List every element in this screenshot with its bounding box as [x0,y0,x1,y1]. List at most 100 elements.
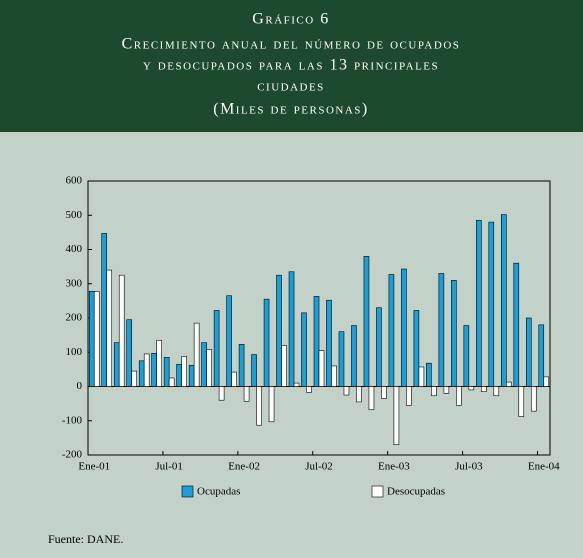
y-tick-label: 500 [66,209,83,221]
header [0,0,583,132]
bar [188,364,195,387]
bar [481,386,487,392]
bar [488,221,495,387]
x-tick-label: Jul-02 [305,461,333,473]
bar [438,273,445,387]
legend-label: Desocupadas [387,486,445,498]
bar [338,331,345,387]
bar [213,310,220,387]
bar [388,274,395,387]
bar [193,322,200,387]
bar [530,386,537,412]
bar [426,362,432,387]
y-tick-label: 100 [66,346,83,358]
y-tick-label: 300 [66,277,83,289]
bar [276,274,282,387]
bar [176,363,182,387]
bar [318,350,325,387]
title: ciudades [257,78,325,95]
bar [218,386,225,401]
bar [113,342,120,387]
bar [456,386,462,406]
bar [238,344,245,387]
bar [413,310,420,387]
bar [393,386,400,446]
y-tick-label: 0 [77,380,83,392]
bar [368,386,375,411]
bar [101,233,108,387]
bar [243,386,250,402]
bar [163,357,170,387]
bar [301,312,307,387]
bar [206,349,212,387]
y-tick-label: -100 [62,414,83,426]
bar [251,354,257,387]
bar [181,356,187,387]
bar [281,345,287,387]
bar [326,299,332,387]
bar [543,376,550,387]
bar [143,353,150,387]
x-tick-label: Ene-03 [378,461,410,473]
bar [468,386,475,391]
bar [518,386,525,417]
bar [363,256,370,387]
y-tick-label: -200 [62,449,83,461]
x-tick-label: Ene-01 [78,461,110,473]
bar [501,214,507,387]
bar [131,370,137,387]
bar [376,307,382,387]
bar [138,360,145,387]
bar [313,296,320,387]
bar [451,280,457,387]
bar [331,365,337,387]
x-tick-label: Jul-01 [155,461,183,473]
bar [118,274,125,387]
title: y desocupados para las 13 principales [143,57,439,74]
y-tick-label: 200 [66,312,83,324]
title: Gráfico 6 [252,11,329,28]
x-tick-label: Jul-03 [455,461,483,473]
bar [106,269,113,387]
bar [401,268,407,387]
bar [151,352,157,387]
bar [538,324,545,387]
bar [168,377,175,387]
bar [93,290,100,387]
bar [306,386,312,393]
bar [525,317,532,387]
bar [263,298,270,387]
bar [231,371,237,387]
bar [505,381,512,387]
bar [156,339,162,387]
bar [351,325,357,387]
bar [431,386,437,397]
x-tick-label: Ene-04 [528,461,560,473]
bar [406,386,412,406]
bar [343,386,350,396]
bar [293,382,300,387]
bar [418,366,425,387]
bar [268,386,275,423]
source: Fuente: DANE. [48,532,123,546]
bar [356,386,362,403]
bar [443,386,450,394]
title: Crecimiento anual del número de ocupados [122,36,461,53]
bar [126,319,133,387]
legend-swatch [181,485,194,498]
bar [256,386,262,426]
legend-swatch [371,485,384,498]
bar [476,220,482,387]
title: (Miles de personas) [213,101,369,118]
bar [201,342,207,387]
bar [88,290,95,387]
bar [493,386,500,397]
legend-label: Ocupadas [197,486,240,498]
y-tick-label: 400 [66,243,83,255]
x-tick-label: Ene-02 [228,461,260,473]
bar [288,271,295,387]
bar [226,295,232,387]
bar [513,262,520,387]
bar [463,325,470,387]
